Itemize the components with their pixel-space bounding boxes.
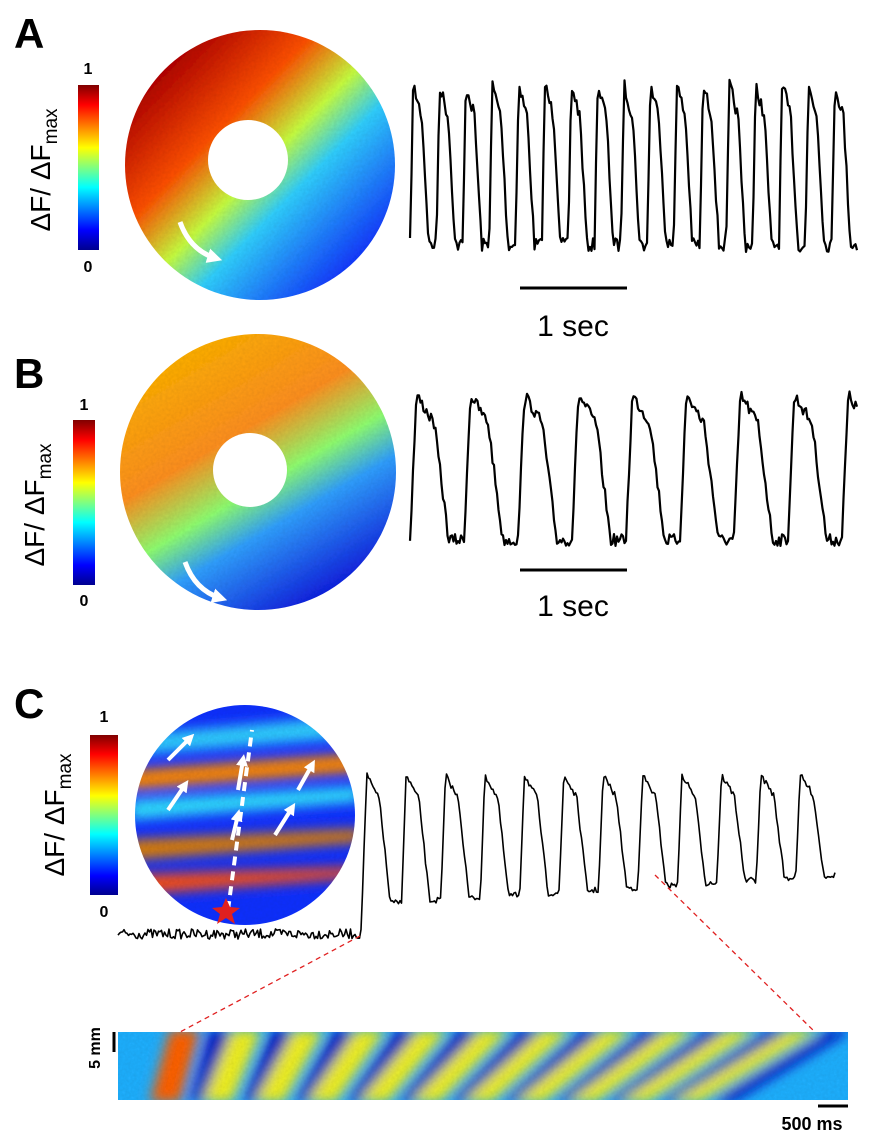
band — [621, 1032, 755, 1100]
label-main: ΔF/ ΔF — [39, 789, 70, 876]
trace — [408, 390, 859, 547]
band — [673, 1032, 817, 1100]
zoom-line — [654, 874, 816, 1033]
band — [242, 1032, 294, 1100]
colorbar-max: 1 — [100, 709, 109, 726]
trace — [408, 78, 859, 253]
colorbar — [78, 85, 99, 250]
band — [202, 1032, 262, 1100]
band — [135, 867, 355, 895]
band — [295, 1032, 355, 1100]
label-sub: max — [55, 753, 76, 789]
label-main: ΔF/ ΔF — [19, 479, 50, 566]
ring-map — [120, 25, 400, 310]
scale-label: 5 mm — [87, 1027, 104, 1069]
colorbar-label: ΔF/ ΔFmax — [25, 108, 62, 232]
kymograph — [118, 1032, 848, 1100]
arrow — [177, 221, 223, 263]
colorbar-max: 1 — [84, 61, 93, 78]
band — [608, 1032, 726, 1100]
band — [135, 829, 355, 860]
disk-map — [135, 705, 355, 925]
colorbar — [73, 420, 95, 585]
colorbar-min: 0 — [84, 259, 93, 276]
arrow — [182, 561, 228, 603]
scale-label: 500 ms — [781, 1114, 842, 1134]
band — [556, 1032, 664, 1100]
scale-label: 1 sec — [537, 590, 609, 623]
band — [347, 1032, 417, 1100]
colorbar-label: ΔF/ ΔFmax — [19, 443, 56, 567]
label-sub: max — [35, 443, 56, 479]
band — [713, 1032, 848, 1100]
panel-label: B — [14, 350, 44, 397]
colorbar — [90, 735, 118, 895]
zoom-line — [179, 935, 361, 1033]
band — [399, 1032, 479, 1100]
band — [255, 1032, 323, 1100]
band — [661, 1032, 787, 1100]
colorbar-max: 1 — [80, 397, 89, 414]
panel-label: C — [14, 680, 44, 727]
band — [359, 1032, 447, 1100]
band — [451, 1032, 541, 1100]
colorbar-min: 0 — [100, 904, 109, 921]
band — [516, 1032, 632, 1100]
band — [307, 1032, 385, 1100]
stimulus-star — [212, 898, 240, 924]
band — [504, 1032, 602, 1100]
scale-label: 1 sec — [537, 310, 609, 343]
arrows — [166, 729, 315, 911]
label-sub: max — [41, 108, 62, 144]
band — [464, 1032, 570, 1100]
band — [190, 1032, 232, 1100]
panel-label: A — [14, 10, 44, 57]
label-main: ΔF/ ΔF — [25, 144, 56, 231]
band — [568, 1032, 694, 1100]
band — [135, 786, 355, 820]
trace — [117, 772, 836, 940]
band — [411, 1032, 509, 1100]
ring-map — [115, 330, 400, 615]
band — [150, 1032, 200, 1100]
colorbar-min: 0 — [80, 593, 89, 610]
colorbar-label: ΔF/ ΔFmax — [39, 753, 76, 877]
